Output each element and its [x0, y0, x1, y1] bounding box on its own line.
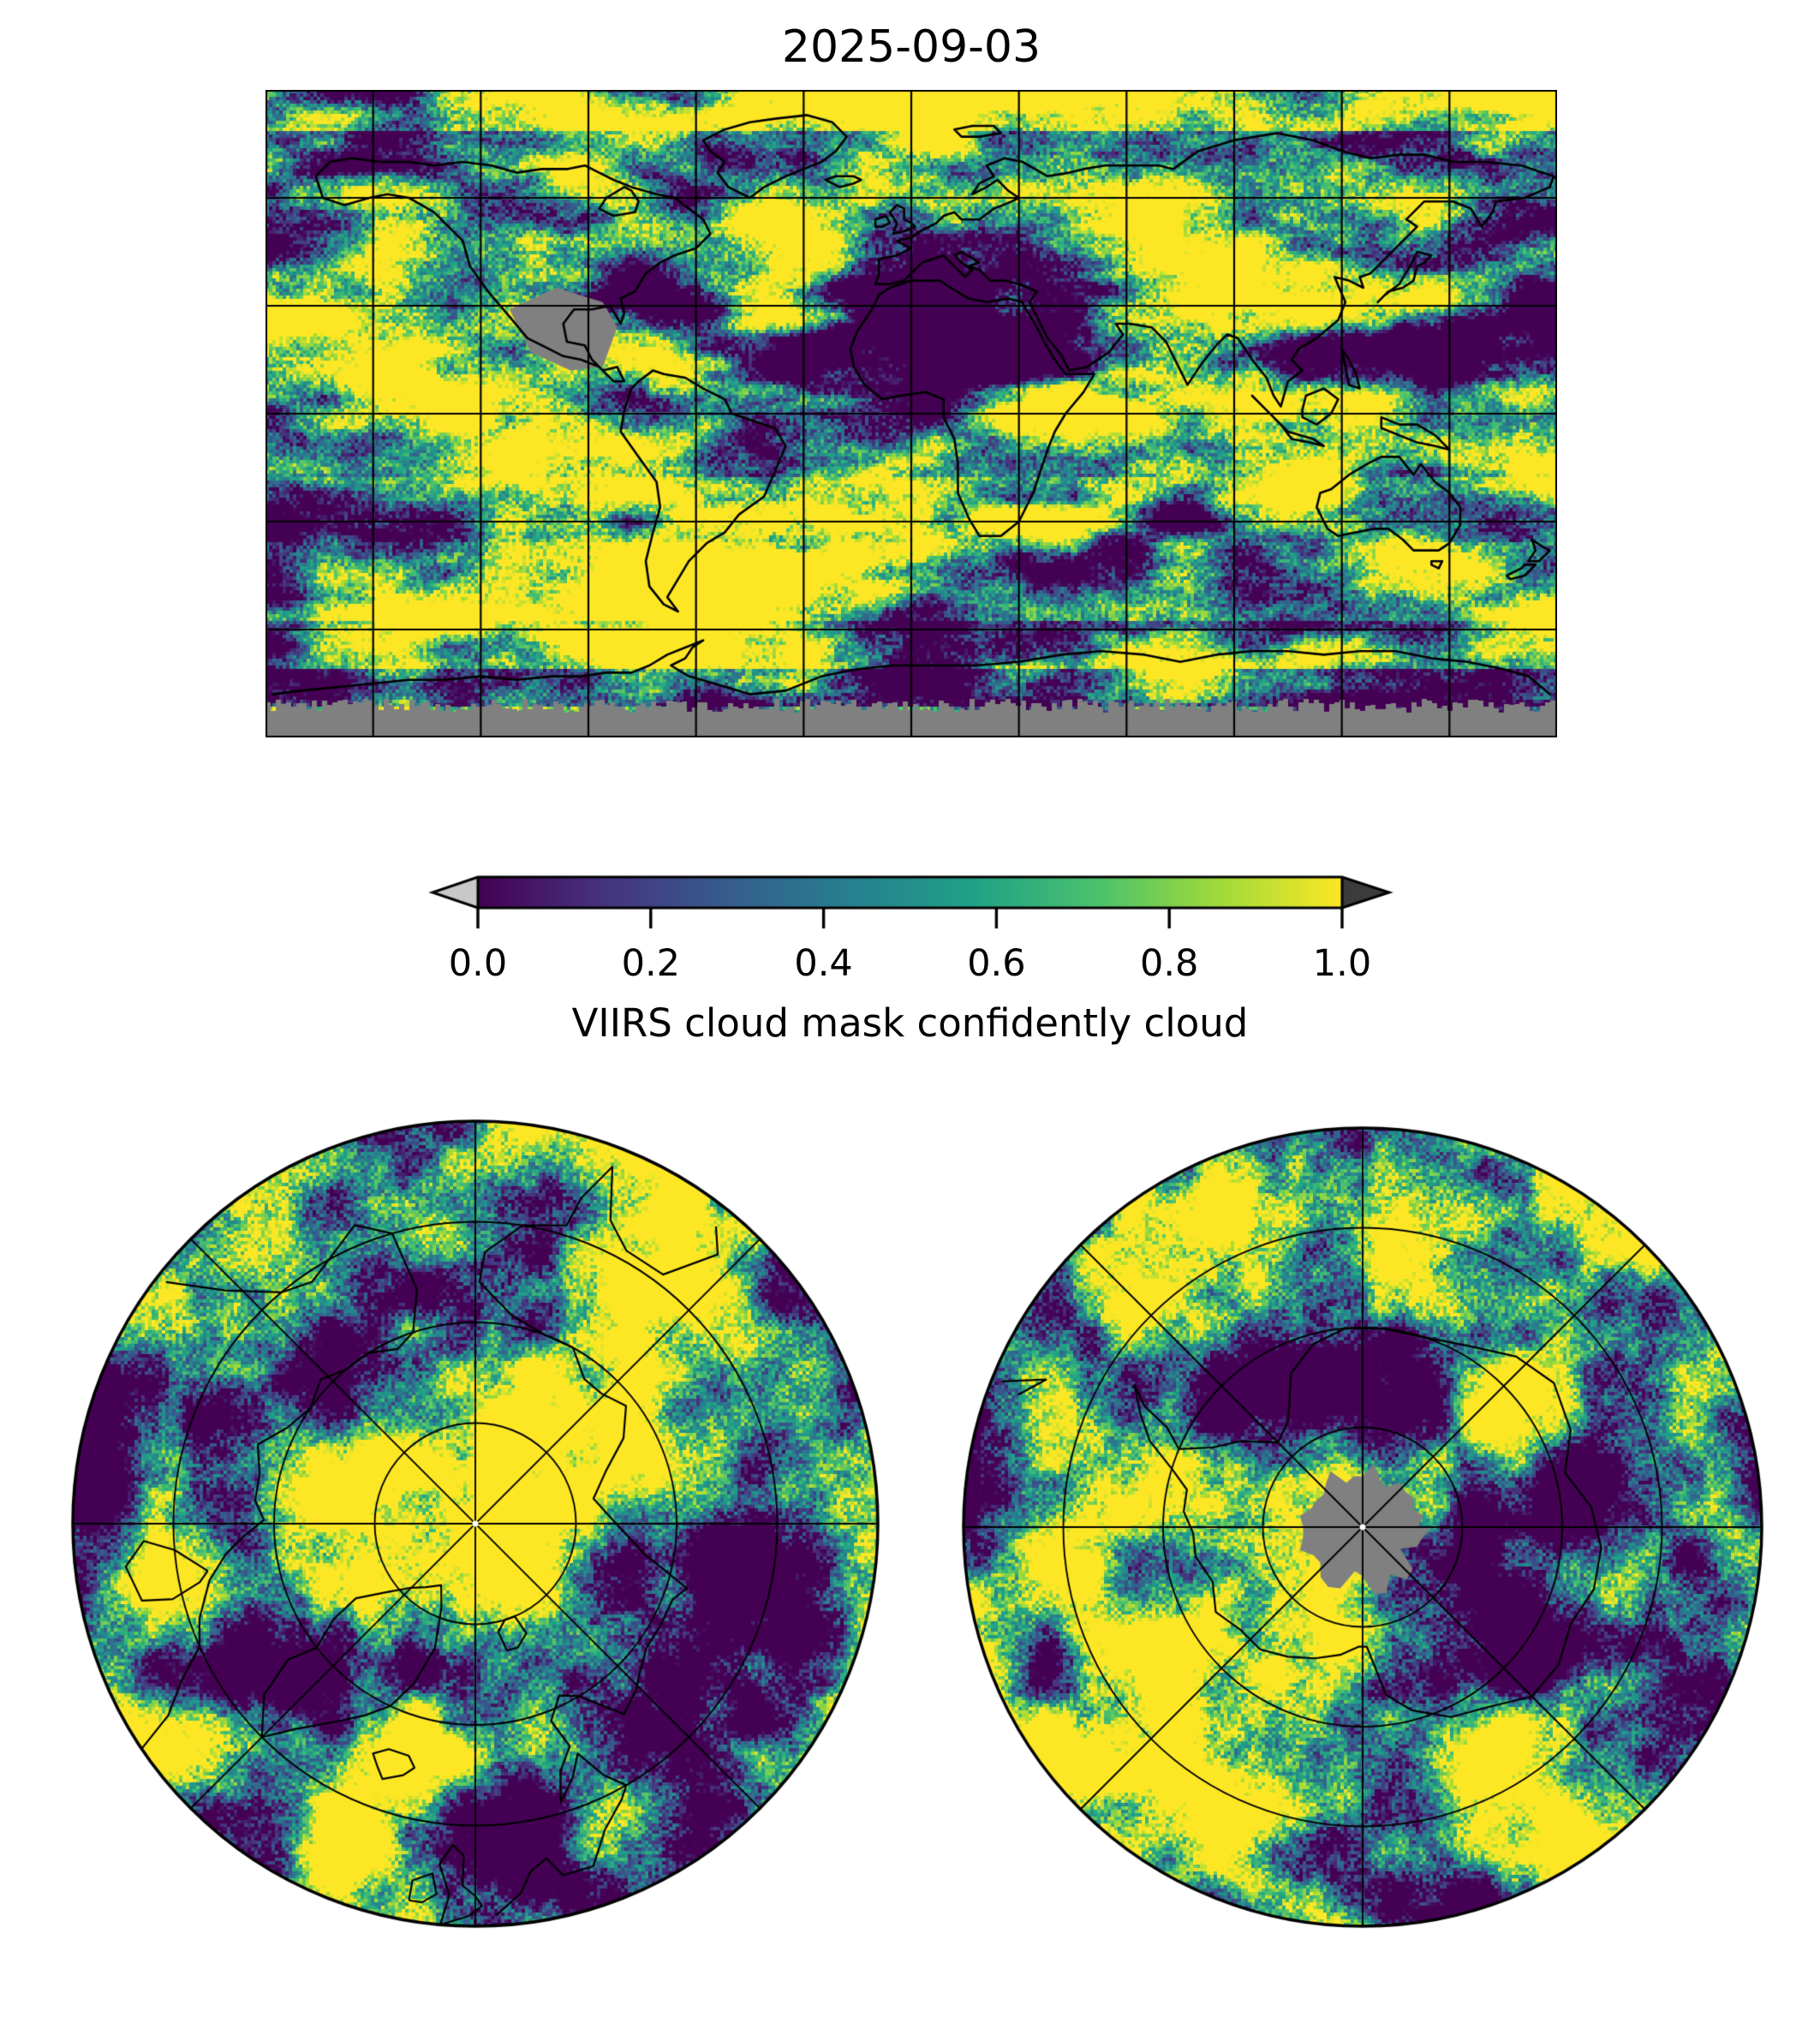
- colorbar-label: VIIRS cloud mask confidently cloud: [571, 1000, 1249, 1046]
- colorbar-tick-1.0: 1.0: [1312, 942, 1372, 985]
- south-polar-map: [960, 1125, 1765, 1930]
- colorbar-tick-0.6: 0.6: [967, 942, 1026, 985]
- colorbar-tick-labels: 0.0 0.2 0.4 0.6 0.8 1.0: [449, 940, 1371, 987]
- colorbar-tick-0.0: 0.0: [448, 942, 508, 985]
- global-cloud-map: [266, 90, 1557, 737]
- north-polar-map: [69, 1118, 881, 1930]
- figure-title: 2025-09-03: [781, 21, 1041, 73]
- colorbar: [425, 872, 1396, 934]
- colorbar-tick-0.8: 0.8: [1139, 942, 1199, 985]
- colorbar-tick-0.2: 0.2: [621, 942, 680, 985]
- colorbar-tick-0.4: 0.4: [794, 942, 853, 985]
